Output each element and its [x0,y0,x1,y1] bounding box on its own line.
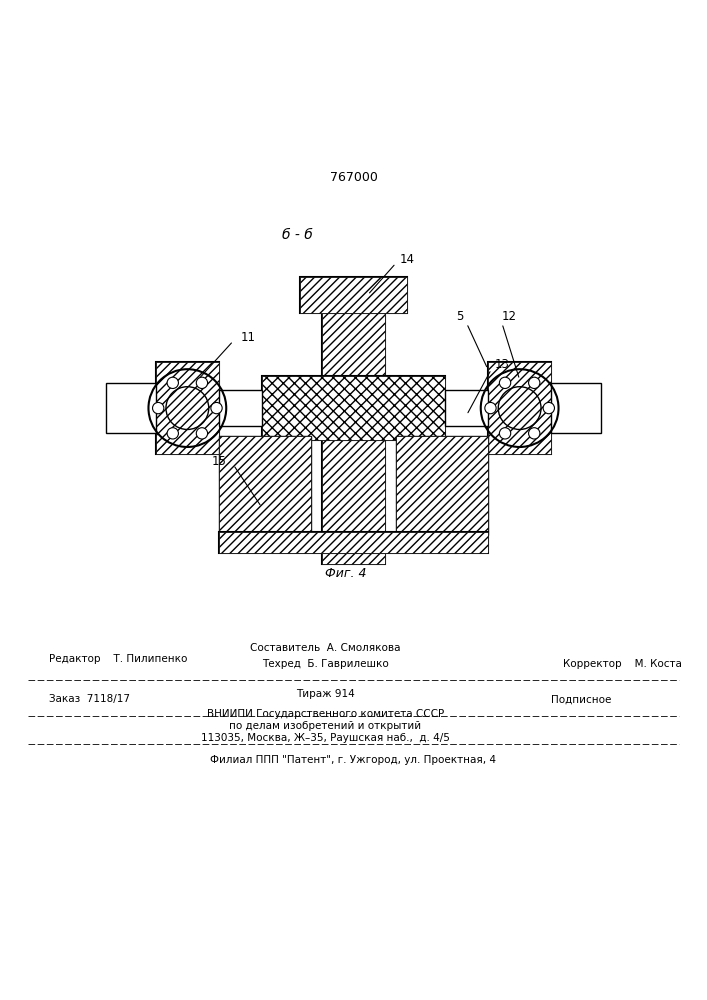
Text: Подписное: Подписное [551,694,612,704]
Text: 13: 13 [495,358,510,371]
Text: Фиг. 4: Фиг. 4 [325,567,367,580]
Circle shape [499,428,510,439]
Bar [396,436,488,535]
Bar [262,376,445,440]
Text: 767000: 767000 [329,171,378,184]
Bar [300,277,407,313]
Bar [322,281,385,564]
Circle shape [167,377,178,388]
Text: Редактор    Т. Пилипенко: Редактор Т. Пилипенко [49,654,188,664]
Bar [445,390,488,426]
Bar [219,532,488,553]
Bar [219,532,488,553]
Text: Тираж 914: Тираж 914 [296,689,355,699]
Text: по делам изобретений и открытий: по делам изобретений и открытий [229,721,421,731]
Bar [300,277,407,313]
Text: 5: 5 [456,310,463,323]
Text: Составитель  А. Смолякова: Составитель А. Смолякова [250,643,400,653]
Bar [219,436,311,535]
Circle shape [529,377,540,388]
Bar [106,383,156,433]
Circle shape [499,377,510,388]
Circle shape [197,428,208,439]
Text: Корректор    М. Коста: Корректор М. Коста [563,659,682,669]
Text: 14: 14 [399,253,414,266]
Circle shape [529,428,540,439]
Bar [219,436,311,535]
Bar [396,436,488,535]
Text: б - б: б - б [281,228,312,242]
Circle shape [197,377,208,388]
Text: 15: 15 [211,455,226,468]
Text: 113035, Москва, Ж–35, Раушская наб.,  д. 4/5: 113035, Москва, Ж–35, Раушская наб., д. … [201,733,450,743]
Text: Филиал ППП "Патент", г. Ужгород, ул. Проектная, 4: Филиал ППП "Патент", г. Ужгород, ул. Про… [211,755,496,765]
Text: 12: 12 [502,310,517,323]
Bar [262,376,445,440]
Circle shape [485,402,496,414]
Circle shape [543,402,554,414]
Circle shape [167,428,178,439]
Bar [156,362,219,454]
Circle shape [153,402,164,414]
Bar [322,281,385,564]
Text: 11: 11 [240,331,255,344]
Bar [488,362,551,454]
Bar [551,383,601,433]
Text: Техред  Б. Гаврилешко: Техред Б. Гаврилешко [262,659,389,669]
Bar [219,390,262,426]
Text: ВНИИПИ Государственного комитета СССР: ВНИИПИ Государственного комитета СССР [206,709,444,719]
Circle shape [211,402,222,414]
Bar [156,362,219,454]
Bar [488,362,551,454]
Text: Заказ  7118/17: Заказ 7118/17 [49,694,131,704]
